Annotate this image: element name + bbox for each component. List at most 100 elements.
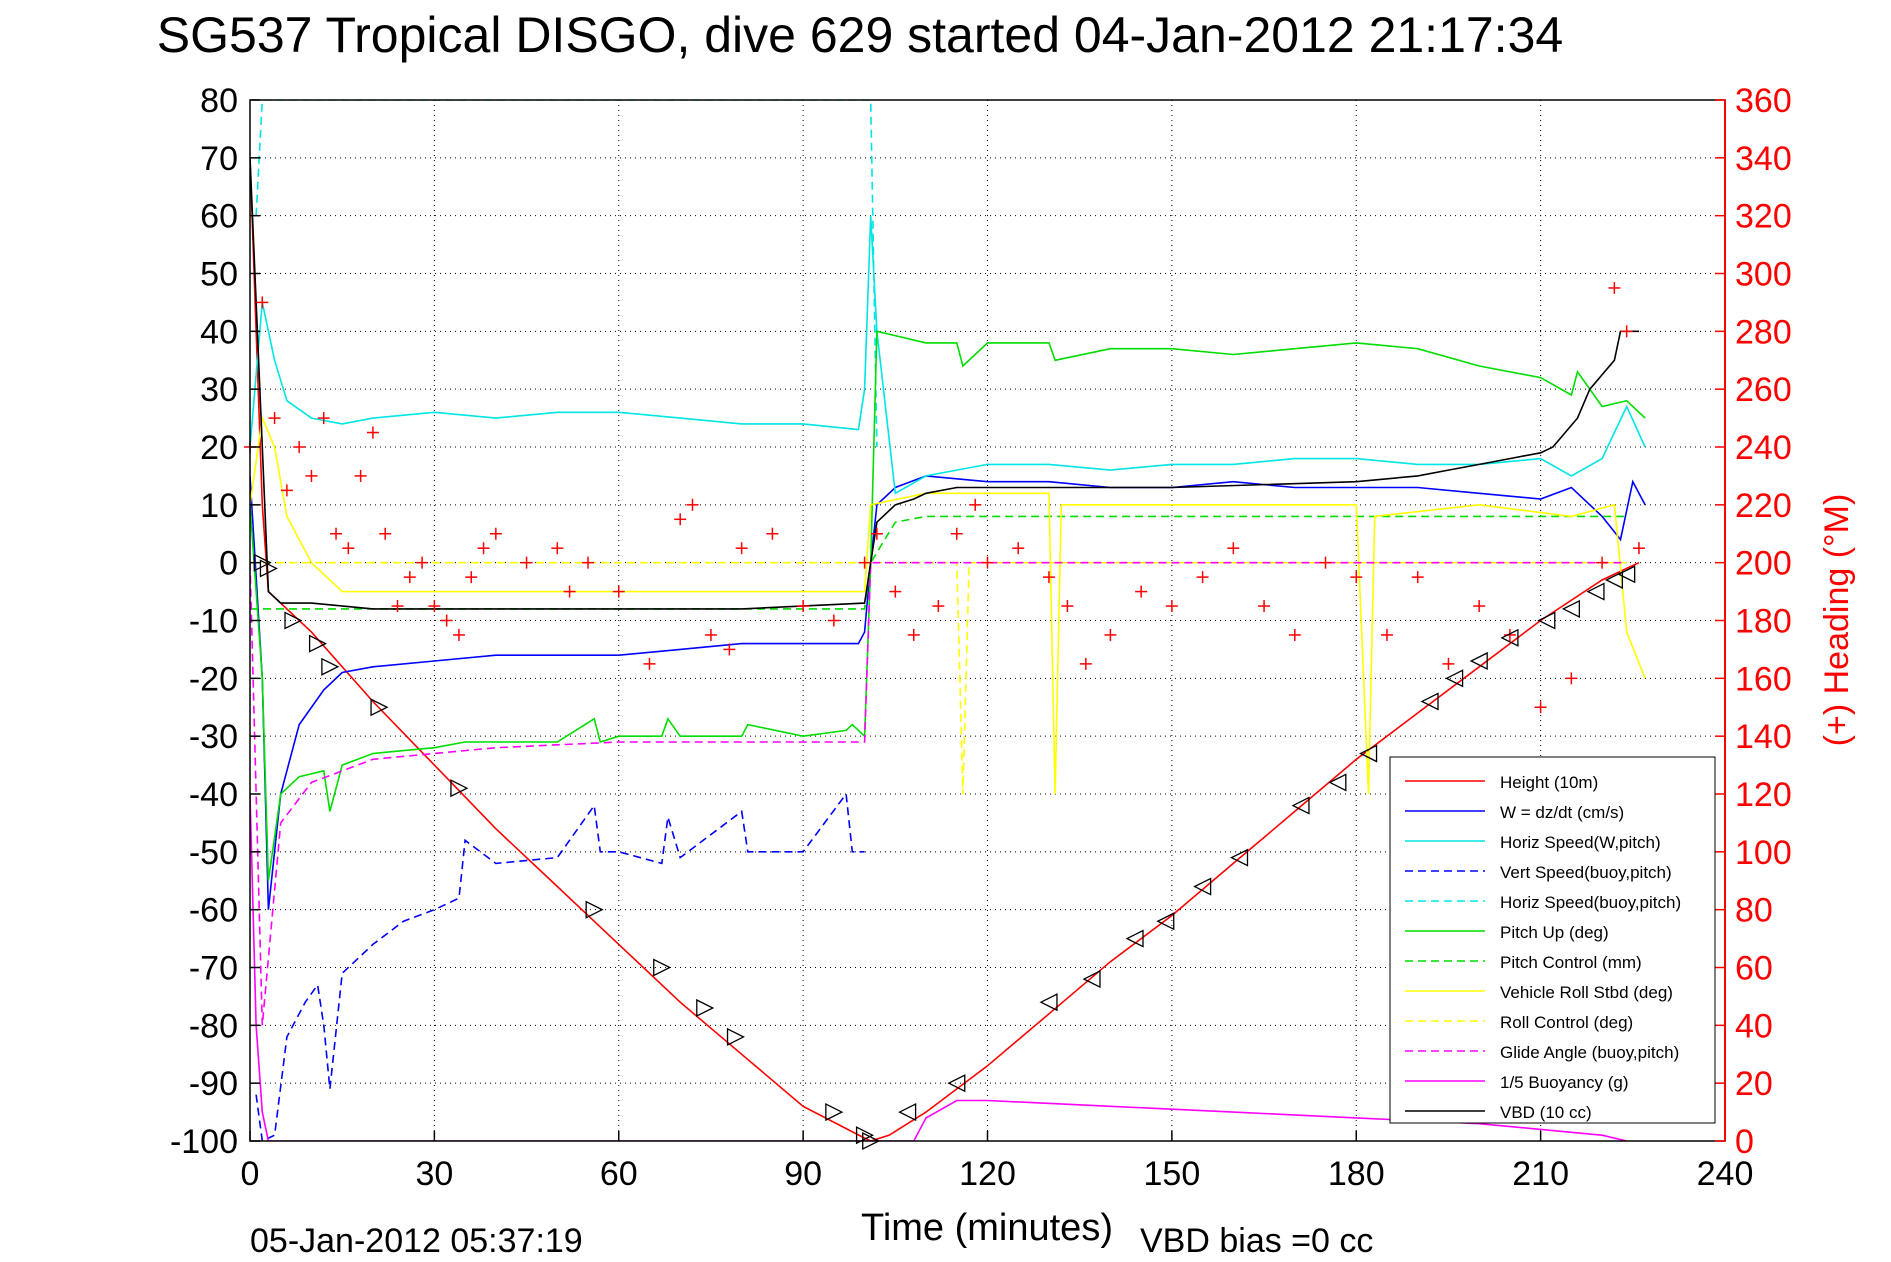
y-axis-ticks: -100-90-80-70-60-50-40-30-20-10010203040… [170,82,260,1161]
heading-marker [354,469,367,482]
heading-marker [1411,571,1424,584]
triangle-marker [585,900,604,919]
heading-marker [1565,672,1578,685]
heading-marker [391,600,404,613]
footer-timestamp: 05-Jan-2012 05:37:19 [250,1222,583,1260]
y2-tick-label: 340 [1735,140,1792,178]
heading-marker [981,556,994,569]
y2-tick-label: 320 [1735,198,1792,236]
y2-axis-ticks: 0 20 40 60 80 100 120 140 160 180 200 220 240 260 280 3… [1715,82,1792,1161]
triangle-marker [1082,970,1101,989]
y-tick-label: 80 [200,82,238,120]
series-line-vehicle-roll-stbd-deg [250,415,1646,795]
legend-label: 1/5 Buoyancy (g) [1500,1073,1629,1092]
heading-marker [889,585,902,598]
triangle-marker [450,779,469,798]
triangle-marker [1193,877,1212,896]
heading-marker [477,542,490,555]
heading-marker [379,527,392,540]
legend-label: Pitch Up (deg) [1500,923,1609,942]
legend-label: Vert Speed(buoy,pitch) [1500,863,1672,882]
y-tick-label: -90 [189,1065,238,1103]
heading-markers [244,281,1645,714]
heading-marker [465,571,478,584]
legend-label: Vehicle Roll Stbd (deg) [1500,983,1673,1002]
y2-tick-label: 160 [1735,660,1792,698]
x-tick-label: 240 [1697,1155,1754,1193]
triangle-marker [1617,565,1636,584]
x-axis-ticks: 0 30 60 90 120 150 180 210 240 [241,1131,1754,1193]
triangle-marker [1500,628,1519,647]
triangle-marker [1586,582,1605,601]
heading-marker [612,585,625,598]
heading-marker [428,600,441,613]
triangle-marker [1125,929,1144,948]
x-tick-label: 150 [1144,1155,1201,1193]
heading-marker [723,643,736,656]
heading-marker [520,556,533,569]
y-tick-label: 70 [200,140,238,178]
legend-label: W = dz/dt (cm/s) [1500,803,1624,822]
triangle-marker [1445,669,1464,688]
heading-marker [280,484,293,497]
heading-marker [1079,657,1092,670]
triangle-marker [1420,692,1439,711]
heading-marker [686,498,699,511]
y-tick-label: -80 [189,1007,238,1045]
x-tick-label: 30 [415,1155,453,1193]
heading-marker [1596,556,1609,569]
heading-marker [1473,600,1486,613]
y2-tick-label: 20 [1735,1065,1773,1103]
triangle-marker [1359,744,1378,763]
series-line-glide-angle-buoy-pitch [250,561,1627,1026]
heading-marker [1227,542,1240,555]
triangle-markers [253,553,1636,1151]
y-tick-label: -40 [189,776,238,814]
heading-marker [969,498,982,511]
heading-marker [1042,571,1055,584]
y-tick-label: -10 [189,603,238,641]
y2-tick-label: 200 [1735,545,1792,583]
heading-marker [1442,657,1455,670]
y2-tick-label: 180 [1735,603,1792,641]
heading-marker [293,441,306,453]
plot-series [250,100,1646,1141]
legend-label: Horiz Speed(buoy,pitch) [1500,893,1681,912]
heading-marker [1135,585,1148,598]
heading-marker [403,571,416,584]
y-tick-label: 30 [200,371,238,409]
heading-marker [1061,600,1074,613]
y2-tick-label: 300 [1735,256,1792,294]
y2-tick-label: 40 [1735,1007,1773,1045]
y2-tick-label: 240 [1735,429,1792,467]
triangle-marker [1328,773,1347,792]
y2-axis-label: (+) Heading (°M) [1818,494,1856,747]
y2-tick-label: 280 [1735,313,1792,351]
triangle-marker [947,1074,966,1093]
y-tick-label: -60 [189,892,238,930]
triangle-marker [898,1103,917,1122]
y2-tick-label: 80 [1735,892,1773,930]
y-tick-label: 0 [219,545,238,583]
y-tick-label: 20 [200,429,238,467]
triangle-marker [1469,651,1488,671]
series-line-horiz-speed-buoy-pitch [255,100,878,448]
heading-marker [827,614,840,627]
y2-tick-label: 360 [1735,82,1792,120]
heading-marker [1534,701,1547,714]
triangle-marker [1604,570,1624,590]
heading-marker [932,600,945,613]
y-tick-label: -20 [189,660,238,698]
x-axis-label: Time (minutes) [861,1207,1113,1249]
heading-marker [674,513,687,526]
heading-marker [330,527,343,540]
triangle-marker [1156,912,1175,931]
heading-marker [305,469,318,482]
heading-marker [452,628,465,641]
triangle-marker [825,1103,844,1122]
heading-marker [366,426,379,439]
heading-marker [643,657,656,670]
triangle-marker [653,958,672,977]
series-line-1-5-buoyancy-g [250,793,1627,1141]
